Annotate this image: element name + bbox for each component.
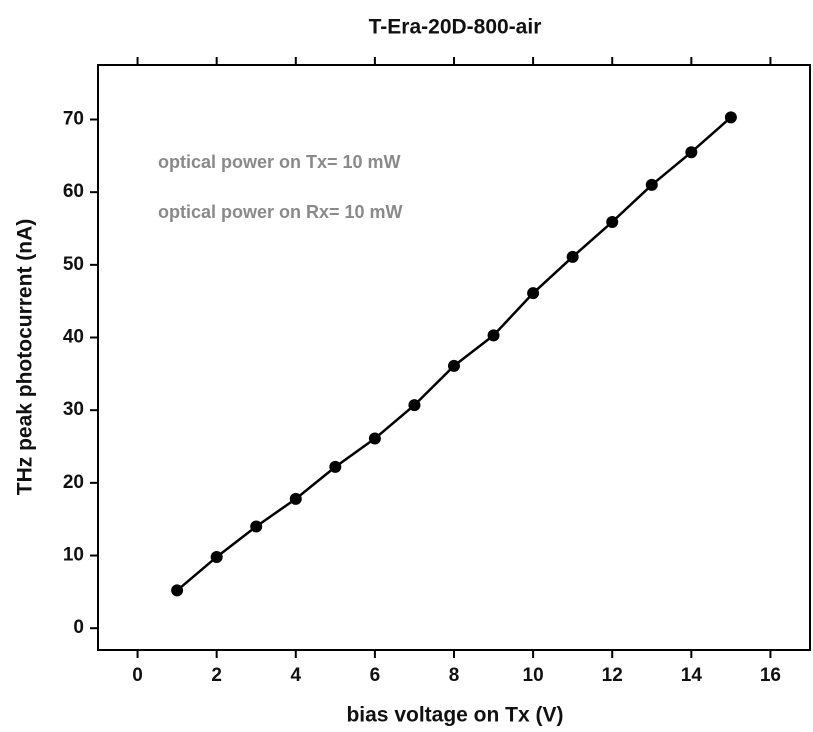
x-tick-label: 0 [132, 665, 143, 686]
x-tick-label: 4 [290, 665, 301, 686]
y-axis-title: THz peak photocurrent (nA) [14, 219, 37, 496]
x-tick-label: 16 [760, 665, 781, 686]
data-point [487, 329, 500, 342]
data-point [368, 432, 381, 445]
x-tick-label: 8 [449, 665, 460, 686]
y-tick-label: 30 [63, 399, 84, 420]
data-point [210, 550, 223, 563]
data-point [329, 460, 342, 473]
data-point [408, 399, 421, 412]
data-point [289, 492, 302, 505]
data-point [724, 111, 737, 124]
y-tick-label: 60 [63, 181, 84, 202]
y-tick-label: 20 [63, 472, 84, 493]
chart-title: T-Era-20D-800-air [369, 16, 542, 39]
data-point [171, 584, 184, 597]
data-point [645, 178, 658, 191]
y-tick-label: 40 [63, 327, 84, 348]
data-point [685, 146, 698, 159]
data-point [448, 359, 460, 372]
x-tick-label: 6 [370, 665, 381, 686]
data-point [527, 287, 540, 300]
y-tick-label: 50 [63, 254, 84, 275]
data-point [606, 215, 619, 228]
y-tick-label: 70 [63, 109, 84, 130]
data-point [250, 520, 263, 533]
x-tick-label: 10 [523, 665, 544, 686]
x-tick-label: 14 [681, 665, 703, 686]
annotation: optical power on Tx= 10 mW [158, 152, 401, 172]
data-point [566, 250, 579, 263]
x-tick-label: 12 [602, 665, 623, 686]
x-axis-title: bias voltage on Tx (V) [346, 704, 563, 727]
x-tick-label: 2 [211, 665, 222, 686]
annotation: optical power on Rx= 10 mW [158, 202, 403, 222]
y-tick-label: 10 [63, 545, 84, 566]
y-tick-label: 0 [73, 617, 84, 638]
